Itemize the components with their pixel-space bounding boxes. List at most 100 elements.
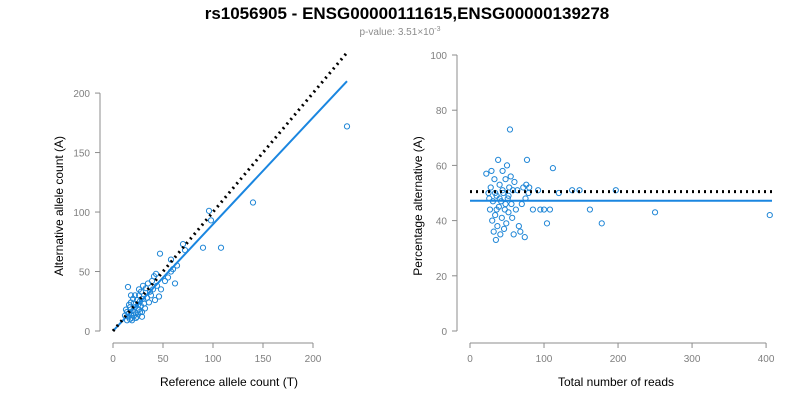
data-point [147, 292, 155, 299]
x-tick-label: 200 [305, 354, 322, 365]
data-point [486, 206, 494, 213]
data-point [141, 305, 149, 312]
chart-title: rs1056905 - ENSG00000111615,ENSG00000139… [205, 4, 610, 23]
data-point [199, 244, 207, 251]
data-point [249, 199, 257, 206]
data-point [540, 206, 548, 213]
x-tick-label: 150 [255, 354, 272, 365]
data-point [157, 286, 165, 293]
data-point [517, 228, 524, 235]
data-point [503, 220, 510, 227]
data-point [151, 296, 159, 304]
data-point [127, 292, 135, 299]
y-tick-label: 80 [436, 106, 448, 117]
x-tick-label: 100 [536, 354, 553, 365]
data-point [546, 206, 554, 213]
data-point [498, 214, 505, 221]
data-point [512, 206, 519, 213]
data-point [529, 206, 537, 213]
data-point [505, 209, 512, 216]
data-point [217, 244, 225, 251]
fit-line [112, 80, 348, 332]
data-point [521, 234, 528, 241]
data-point [483, 170, 490, 177]
data-point [149, 286, 157, 293]
data-point [515, 223, 522, 230]
x-tick-label: 400 [758, 354, 775, 365]
x-tick-label: 300 [684, 354, 701, 365]
y-tick-label: 100 [430, 51, 447, 62]
x-tick-label: 0 [467, 354, 473, 365]
y-axis-label: Alternative allele count (A) [52, 136, 66, 276]
right-scatter-panel: 0 100 200 300 400 0 20 40 60 80 100 Total number of… [411, 51, 775, 389]
data-point [543, 220, 551, 227]
x-tick-label: 200 [610, 354, 627, 365]
data-point [492, 236, 500, 244]
data-point [526, 184, 533, 191]
data-point [549, 165, 557, 172]
p-value-times: × [417, 27, 423, 38]
data-point [491, 176, 498, 183]
data-point [207, 217, 215, 224]
data-point [487, 184, 494, 191]
p-value-exponent: -3 [434, 26, 440, 33]
left-scatter-panel: 0 50 100 150 200 0 50 100 150 200 Reference allele… [52, 51, 351, 389]
data-point [499, 187, 506, 194]
data-point [500, 225, 508, 232]
y-tick-label: 200 [73, 89, 90, 100]
data-point [509, 214, 516, 221]
data-point [508, 200, 515, 208]
data-point [534, 187, 542, 194]
data-point [161, 277, 169, 285]
data-point [488, 167, 495, 175]
y-axis-label: Percentage alternative (A) [411, 136, 425, 275]
x-axis-label: Reference allele count (T) [160, 375, 298, 389]
data-point [495, 156, 502, 163]
data-point [156, 250, 164, 257]
data-point [586, 206, 594, 213]
y-tick-label: 150 [73, 149, 90, 160]
data-point [503, 162, 511, 169]
data-point [135, 286, 143, 293]
x-tick-label: 100 [205, 354, 222, 365]
data-point [152, 270, 160, 277]
data-point [505, 192, 512, 199]
data-point [651, 209, 659, 216]
x-axis-label: Total number of reads [558, 375, 674, 389]
data-point [492, 211, 499, 219]
data-point [145, 299, 153, 306]
data-point [496, 181, 503, 188]
data-point [506, 126, 514, 133]
p-value-base: 10 [423, 27, 435, 38]
y-tick-label: 0 [84, 327, 90, 338]
data-point [489, 217, 496, 224]
data-point [205, 207, 213, 214]
y-tick-label: 50 [79, 268, 91, 279]
data-point [507, 173, 514, 180]
data-point [537, 206, 544, 213]
data-point [523, 156, 531, 163]
data-point [343, 123, 351, 130]
data-point [766, 211, 773, 219]
data-point [124, 283, 132, 291]
y-tick-label: 60 [436, 161, 448, 172]
data-point [179, 241, 187, 248]
data-point [167, 256, 175, 263]
data-point [493, 206, 500, 213]
data-point [490, 228, 497, 235]
data-point [499, 167, 506, 175]
data-point [502, 200, 509, 208]
y-tick-label: 100 [73, 208, 90, 219]
y-tick-label: 0 [441, 327, 447, 338]
p-value-prefix: p-value: 3.51 [359, 27, 417, 38]
data-point [164, 274, 172, 281]
data-point [518, 200, 525, 208]
data-point [511, 178, 518, 186]
data-point [138, 313, 146, 320]
data-point [502, 176, 509, 183]
data-point [494, 223, 501, 230]
x-tick-label: 0 [110, 354, 116, 365]
data-point [155, 293, 163, 300]
data-point [171, 280, 179, 287]
